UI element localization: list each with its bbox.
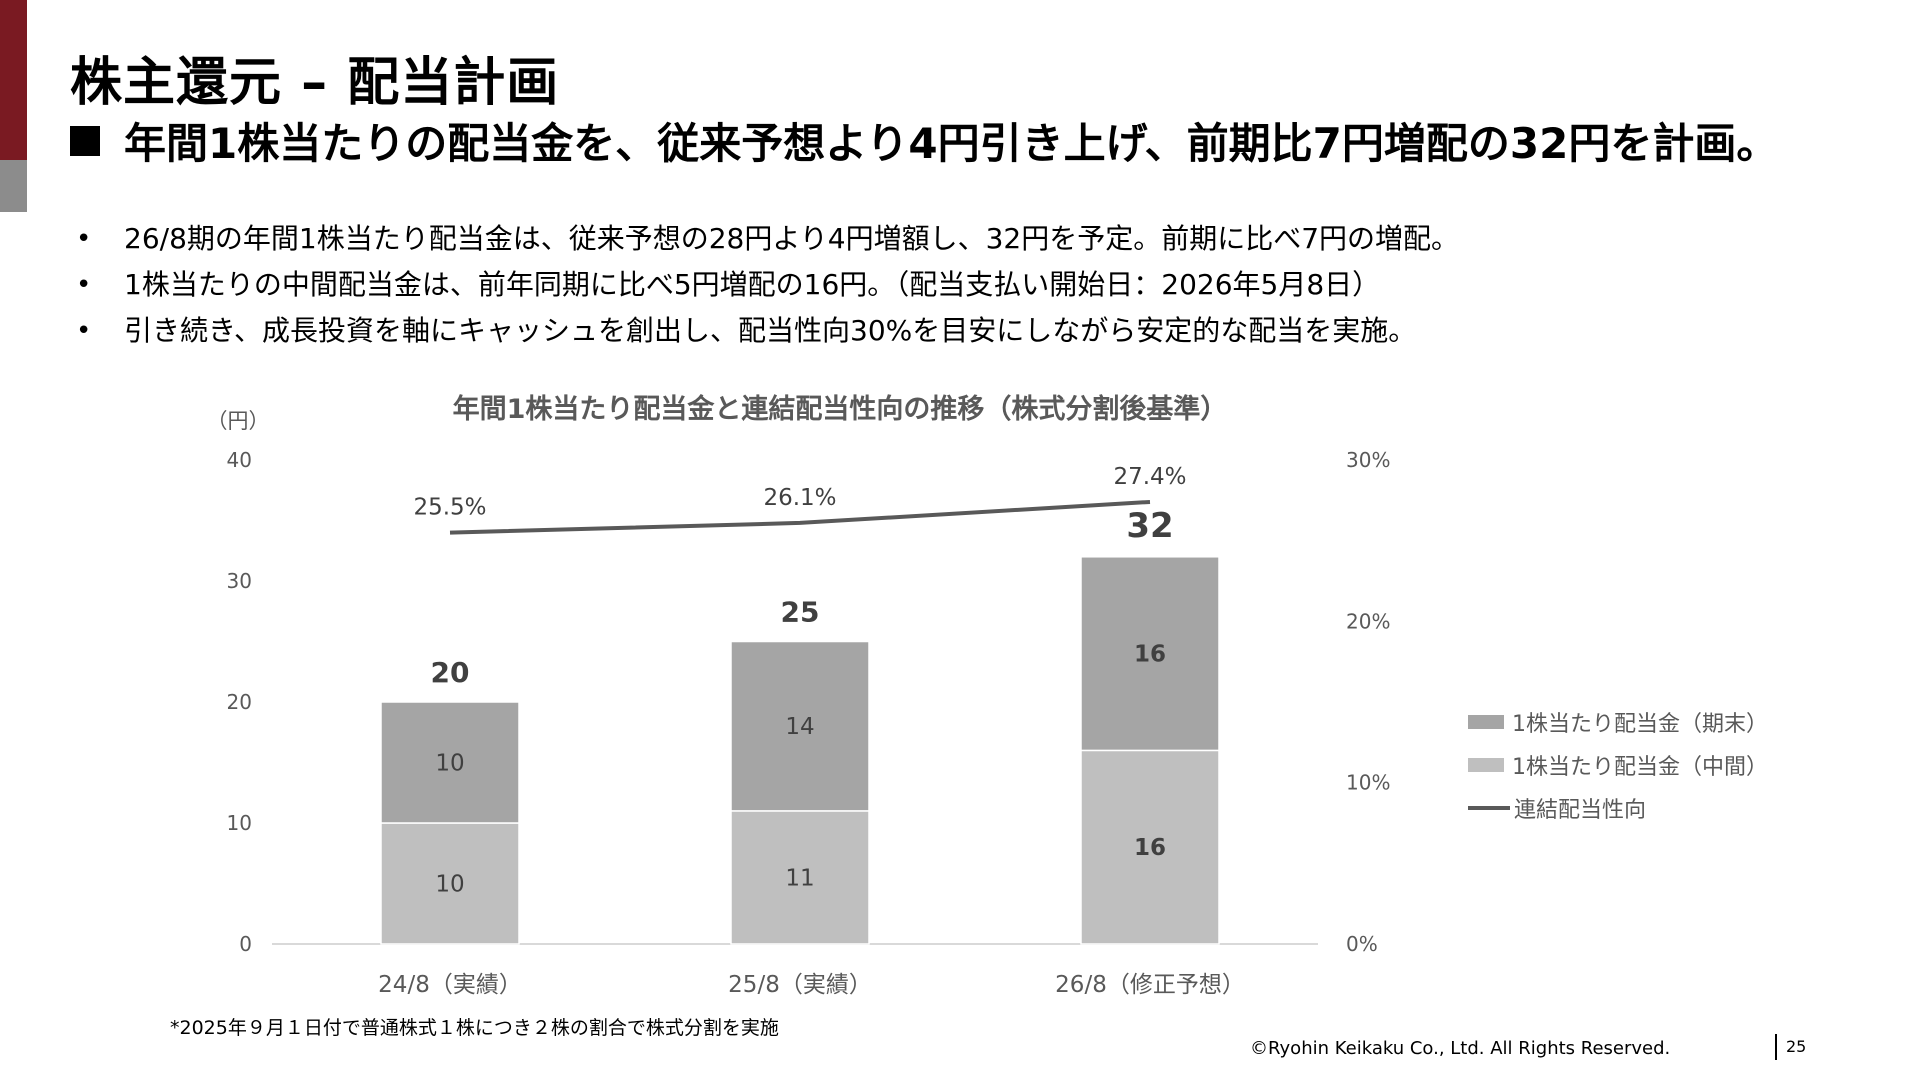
bar-segment-label: 16 xyxy=(1134,642,1166,668)
page-subtitle: 年間1株当たりの配当金を、従来予想より4円引き上げ、前期比7円増配の32円を計画… xyxy=(70,110,1778,171)
y2-tick-label: 0% xyxy=(1346,932,1378,956)
bar-segment xyxy=(1080,556,1220,752)
legend-label-kimatsu: 1株当たり配当金（期末） xyxy=(1512,711,1768,737)
legend-swatch-kimatsu xyxy=(1468,714,1504,729)
accent-bar-red xyxy=(0,0,27,160)
bullet-text: 1株当たりの中間配当金は、前年同期に比べ5円増配の16円。（配当支払い開始日：2… xyxy=(124,268,1381,301)
y-axis-unit-label: （円） xyxy=(207,409,270,433)
bullet-item: • 引き続き、成長投資を軸にキャッシュを創出し、配当性向30%を目安にしながら安定… xyxy=(76,308,1459,354)
legend-line-payout-ratio xyxy=(1468,805,1510,810)
bullet-list: • 26/8期の年間1株当たり配当金は、従来予想の28円より4円増額し、32円を予… xyxy=(76,216,1459,354)
bar-segment xyxy=(380,701,520,824)
y-tick-label: 30 xyxy=(227,569,252,593)
payout-ratio-label: 26.1% xyxy=(763,485,836,511)
copyright: ©Ryohin Keikaku Co., Ltd. All Rights Res… xyxy=(1250,1038,1671,1059)
bar-segment xyxy=(730,640,870,812)
chart-title: 年間1株当たり配当金と連結配当性向の推移（株式分割後基準） xyxy=(453,393,1228,425)
legend-item-payout-ratio: 連結配当性向 xyxy=(1468,786,1768,829)
bullet-dot-icon: • xyxy=(76,316,92,346)
bullet-dot-icon: • xyxy=(76,270,92,300)
bar-segment-label: 11 xyxy=(785,865,814,891)
bar-segment-label: 14 xyxy=(785,714,814,740)
payout-ratio-label: 27.4% xyxy=(1113,464,1186,490)
y-tick-label: 20 xyxy=(227,690,252,714)
legend-label-chukan: 1株当たり配当金（中間） xyxy=(1512,754,1768,780)
payout-ratio-line xyxy=(449,499,1151,535)
y2-tick-label: 10% xyxy=(1346,771,1390,795)
page-number: 25 xyxy=(1786,1037,1807,1056)
x-tick-label: 26/8（修正予想） xyxy=(1055,972,1245,998)
subtitle-text: 年間1株当たりの配当金を、従来予想より4円引き上げ、前期比7円増配の32円を計画… xyxy=(124,119,1779,168)
bullet-dot-icon: • xyxy=(76,224,92,254)
legend-swatch-chukan xyxy=(1468,757,1504,772)
bar-total-label: 25 xyxy=(781,596,820,629)
bar-total-label: 20 xyxy=(431,656,470,689)
bar-segment xyxy=(380,822,520,945)
accent-bar-gray xyxy=(0,160,27,212)
y-tick-label: 10 xyxy=(227,811,252,835)
y2-tick-label: 30% xyxy=(1346,448,1390,472)
bullet-item: • 1株当たりの中間配当金は、前年同期に比べ5円増配の16円。（配当支払い開始日：… xyxy=(76,262,1459,308)
page-number-divider xyxy=(1775,1034,1777,1060)
legend-label-payout-ratio: 連結配当性向 xyxy=(1514,797,1647,823)
footnote: *2025年９月１日付で普通株式１株につき２株の割合で株式分割を実施 xyxy=(170,1017,779,1039)
bullet-item: • 26/8期の年間1株当たり配当金は、従来予想の28円より4円増額し、32円を予… xyxy=(76,216,1459,262)
bar-total-label: 32 xyxy=(1126,506,1173,546)
y-tick-label: 40 xyxy=(227,448,252,472)
bar-segment xyxy=(730,810,870,945)
bar-segment-label: 10 xyxy=(435,872,464,898)
chart-legend: 1株当たり配当金（期末） 1株当たり配当金（中間） 連結配当性向 xyxy=(1468,700,1768,829)
payout-ratio-label: 25.5% xyxy=(413,495,486,521)
bar-segment xyxy=(1080,749,1220,945)
y-tick-label: 0 xyxy=(239,932,252,956)
y2-tick-label: 20% xyxy=(1346,609,1390,633)
legend-item-kimatsu: 1株当たり配当金（期末） xyxy=(1468,700,1768,743)
bar-segment-label: 10 xyxy=(435,751,464,777)
bar-segment-label: 16 xyxy=(1134,835,1166,861)
page-title: 株主還元 – 配当計画 xyxy=(70,53,560,113)
legend-item-chukan: 1株当たり配当金（中間） xyxy=(1468,743,1768,786)
x-tick-label: 24/8（実績） xyxy=(378,972,522,998)
x-tick-label: 25/8（実績） xyxy=(728,972,872,998)
bullet-text: 26/8期の年間1株当たり配当金は、従来予想の28円より4円増額し、32円を予定… xyxy=(124,222,1460,255)
square-bullet-icon xyxy=(70,125,100,156)
bullet-text: 引き続き、成長投資を軸にキャッシュを創出し、配当性向30%を目安にしながら安定的… xyxy=(124,314,1417,347)
